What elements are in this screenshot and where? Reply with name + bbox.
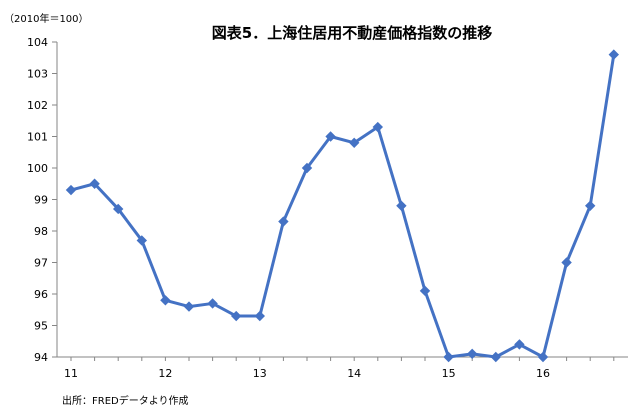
x-tick-label: 13 bbox=[253, 367, 267, 380]
data-point bbox=[419, 285, 431, 297]
data-point bbox=[230, 310, 242, 322]
y-tick-label: 95 bbox=[34, 320, 48, 333]
series-layer bbox=[65, 49, 620, 363]
source-note: 出所：FREDデータより作成 bbox=[62, 394, 189, 407]
data-point bbox=[537, 351, 549, 363]
data-point bbox=[136, 235, 148, 246]
data-point bbox=[348, 137, 360, 149]
data-point bbox=[278, 216, 289, 227]
y-tick-label: 96 bbox=[34, 288, 48, 301]
data-point bbox=[584, 200, 596, 212]
data-point bbox=[443, 351, 454, 363]
data-point bbox=[490, 351, 502, 363]
data-point bbox=[561, 257, 572, 268]
x-tick-label: 15 bbox=[442, 367, 456, 380]
data-point bbox=[160, 295, 171, 306]
y-tick-label: 94 bbox=[34, 351, 48, 364]
y-tick-label: 103 bbox=[27, 68, 48, 81]
y-tick-label: 97 bbox=[34, 257, 48, 270]
data-point bbox=[207, 298, 218, 309]
y-tick-label: 99 bbox=[34, 194, 48, 207]
x-tick-label: 12 bbox=[158, 367, 172, 380]
data-point bbox=[372, 121, 384, 133]
chart-title: 図表5．上海住居用不動産価格指数の推移 bbox=[212, 24, 492, 42]
y-axis: 104 103 102 101 100 99 98 97 96 95 94 bbox=[27, 36, 58, 364]
data-point bbox=[301, 162, 313, 174]
x-tick-label: 16 bbox=[536, 367, 550, 380]
data-point bbox=[183, 301, 195, 312]
y-tick-label: 101 bbox=[27, 131, 48, 144]
data-point bbox=[89, 178, 100, 189]
data-point bbox=[65, 184, 77, 196]
data-point bbox=[325, 131, 336, 142]
y-tick-label: 104 bbox=[27, 36, 48, 49]
x-tick-label: 11 bbox=[64, 367, 78, 380]
data-point bbox=[112, 203, 124, 215]
data-point bbox=[254, 310, 266, 322]
x-tick-label: 14 bbox=[347, 367, 361, 380]
data-point bbox=[396, 200, 407, 212]
x-axis: 11 12 13 14 15 16 bbox=[57, 356, 628, 380]
y-tick-label: 102 bbox=[27, 99, 48, 112]
y-tick-label: 98 bbox=[34, 225, 48, 238]
data-point bbox=[466, 348, 478, 360]
series-line bbox=[70, 54, 616, 359]
y-tick-label: 100 bbox=[27, 162, 48, 175]
unit-label: （2010年＝100） bbox=[4, 12, 89, 25]
data-point bbox=[608, 49, 620, 60]
data-point bbox=[514, 339, 525, 350]
